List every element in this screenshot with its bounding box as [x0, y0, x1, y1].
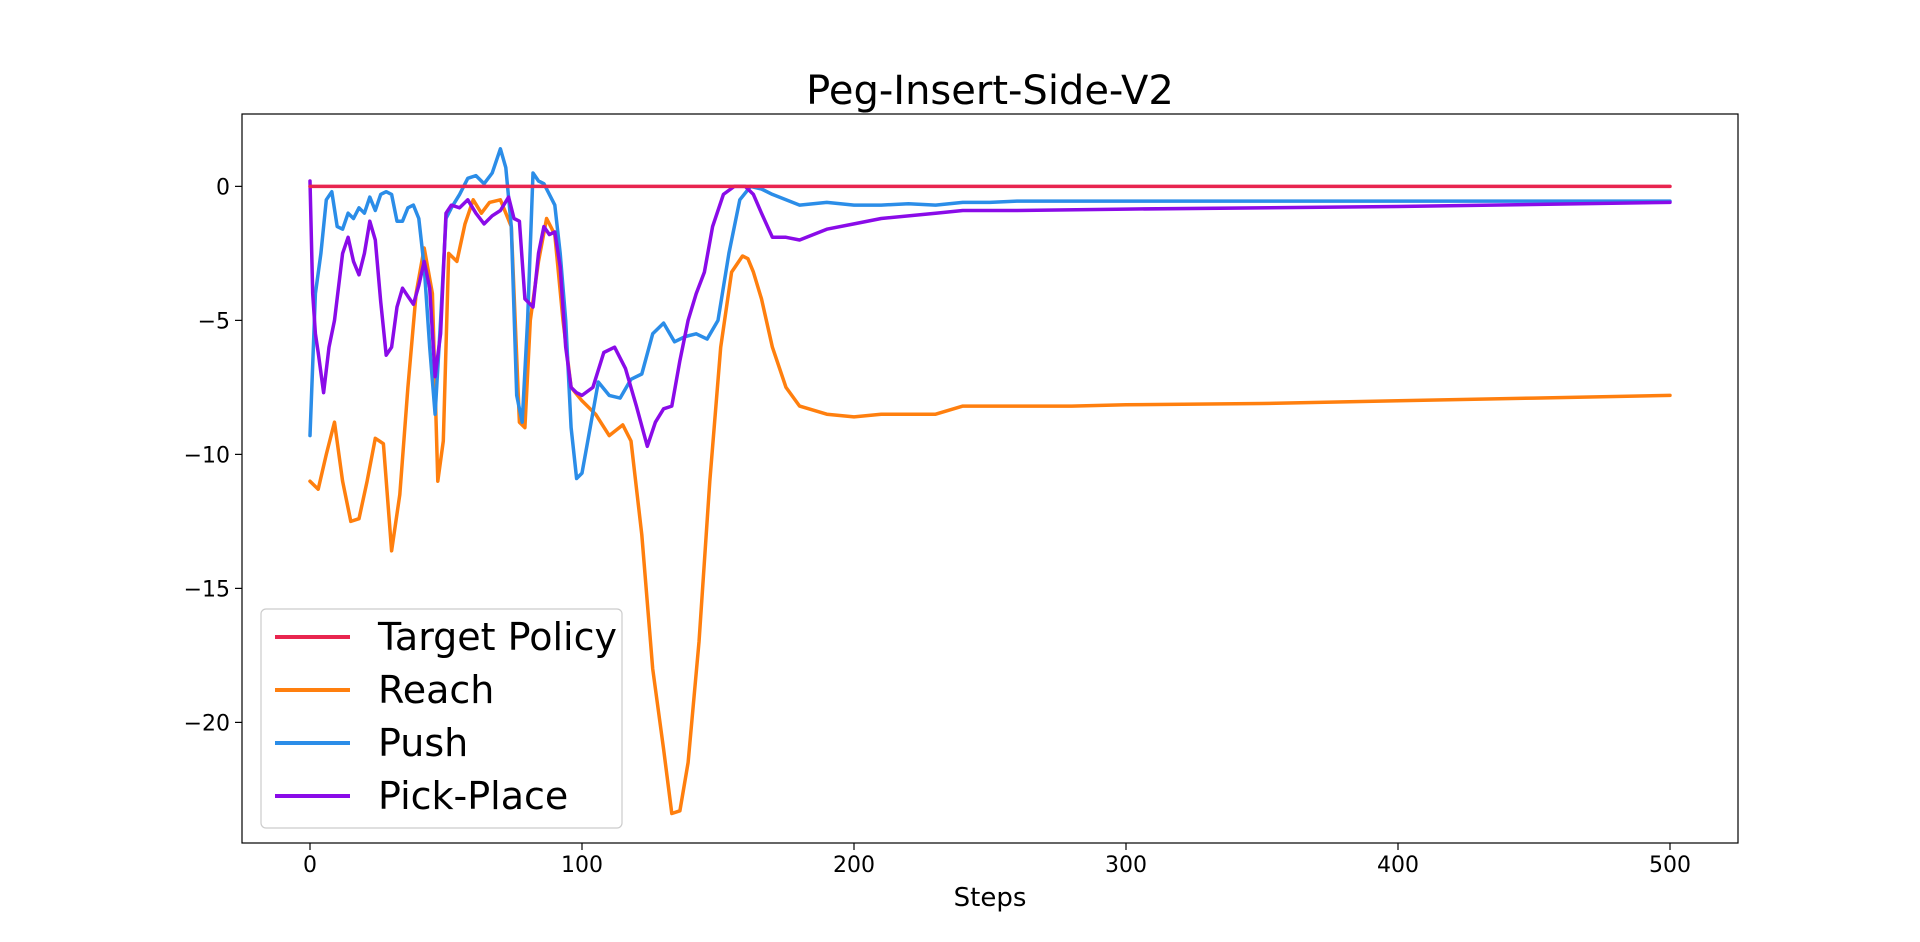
series-layer — [308, 147, 1672, 816]
y-tick-label: −5 — [198, 309, 230, 334]
x-axis: 0 100 200 300 400 500 — [303, 843, 1691, 878]
legend-label-push: Push — [378, 721, 468, 765]
y-tick-label: −20 — [184, 711, 230, 736]
x-tick-label: 200 — [833, 853, 875, 878]
x-tick-label: 300 — [1105, 853, 1147, 878]
legend-label-target-policy: Target Policy — [377, 615, 617, 659]
legend-label-reach: Reach — [378, 668, 494, 712]
legend-box — [260, 608, 623, 829]
x-tick-label: 100 — [561, 853, 603, 878]
x-tick-label: 0 — [303, 853, 317, 878]
y-tick-label: −10 — [184, 443, 230, 468]
chart-title: Peg-Insert-Side-V2 — [806, 68, 1174, 114]
y-axis: 0 −5 −10 −15 −20 — [184, 175, 242, 736]
legend: Target Policy Reach Push Pick-Place — [260, 608, 623, 829]
legend-label-pick-place: Pick-Place — [378, 774, 568, 818]
plot-frame — [241, 113, 1739, 844]
y-tick-label: −15 — [184, 577, 230, 602]
x-tick-label: 500 — [1649, 853, 1691, 878]
series-line-pick-place — [308, 179, 1672, 449]
series-line-push — [308, 147, 1672, 481]
y-tick-label: 0 — [216, 175, 230, 200]
x-axis-label: Steps — [954, 883, 1027, 913]
x-tick-label: 400 — [1377, 853, 1419, 878]
